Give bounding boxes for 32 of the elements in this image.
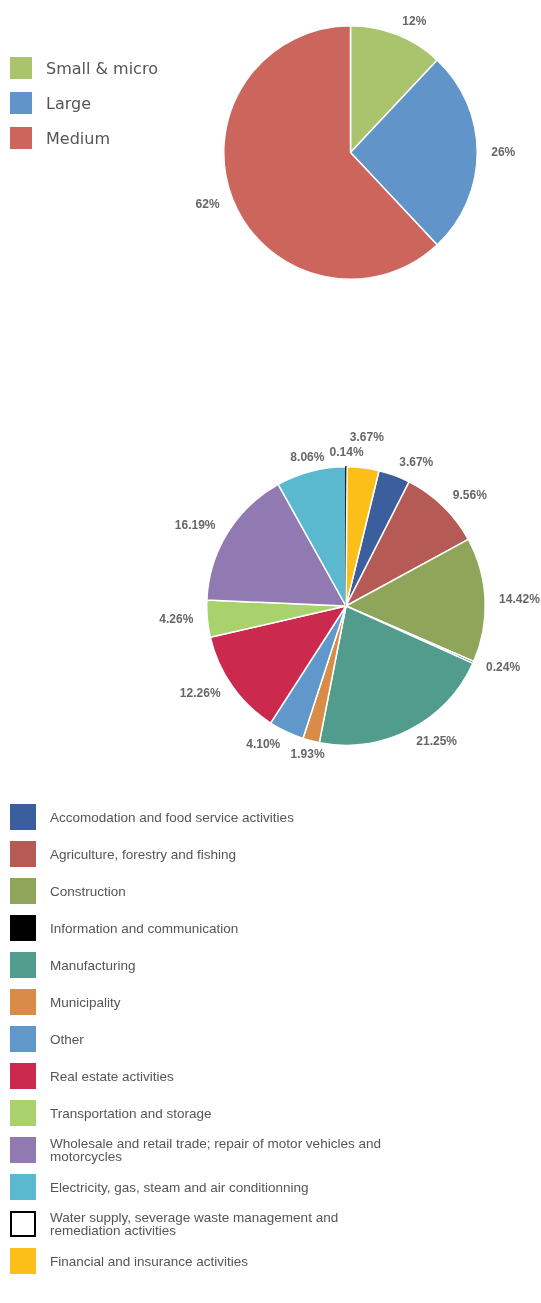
legend-label: Transportation and storage [50,1105,212,1121]
data-label: 26% [491,144,516,159]
data-label: 12% [402,13,427,28]
data-label: 14.42% [499,591,541,606]
legend-label: Medium [46,128,110,148]
data-label: 1.93% [290,746,325,761]
data-label: 16.19% [174,517,216,532]
legend-label: Small & micro [46,58,158,78]
legend-label: Information and communication [50,920,239,936]
legend-label: Wholesale and retail trade; repair of motor vehicles and motorcycles [50,1136,382,1164]
legend-label: Manufacturing [50,957,136,973]
data-label: 3.67% [349,430,385,445]
data-label: 4.26% [159,612,194,627]
data-label: 12.26% [179,686,221,701]
data-label: 9.56% [452,488,488,503]
legend-label: Water supply, severage waste management and remediation activities [50,1210,340,1238]
data-label: 0.24% [486,660,521,675]
data-label: 3.67% [399,454,434,469]
data-label: 21.25% [416,734,458,749]
data-label: 8.06% [290,450,325,465]
legend-label: Construction [50,883,126,899]
data-label: 62% [195,196,220,211]
legend-label: Electricity, gas, steam and air conditionning [50,1179,309,1195]
data-label: 4.10% [246,736,281,751]
legend-label: Real estate activities [50,1068,174,1084]
legend-label: Accomodation and food service activities [50,809,294,825]
legend-label: Financial and insurance activities [50,1253,249,1269]
legend-label: Agriculture, forestry and fishing [50,846,237,862]
data-label: 0.14% [329,445,364,460]
legend-label: Large [46,93,92,113]
legend-label: Municipality [50,994,121,1010]
legend-label: Other [50,1031,84,1047]
